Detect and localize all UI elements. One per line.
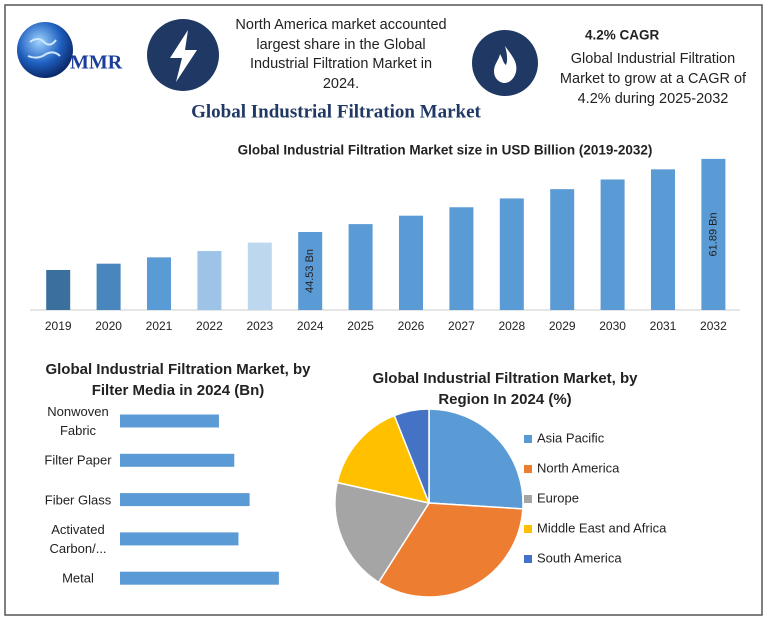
x-tick-label: 2020 — [95, 319, 122, 333]
icon-bolt — [170, 30, 197, 82]
x-tick-label: 2025 — [347, 319, 374, 333]
x-tick-label: 2019 — [45, 319, 72, 333]
y-tick-label: Nonwoven Fabric — [47, 404, 109, 438]
icon-circle — [472, 30, 538, 96]
x-tick-label: 2024 — [297, 319, 324, 333]
bar — [499, 198, 524, 310]
logo-text: MMR — [70, 52, 123, 74]
pie-slice — [336, 414, 431, 505]
value-label: 44.53 Bn — [304, 249, 316, 293]
bar — [120, 453, 235, 467]
bar — [197, 251, 222, 310]
note: North America market accounted largest s… — [235, 17, 447, 92]
x-tick-label: 2030 — [599, 319, 626, 333]
cagr-title: 4.2% CAGR — [585, 28, 660, 43]
bar — [550, 189, 575, 310]
legend-swatch — [524, 555, 532, 563]
page-title: Global Industrial Filtration Market — [191, 101, 481, 122]
y-tick-label: Filter Paper — [44, 452, 112, 468]
pie-slice — [334, 481, 431, 584]
legend-label: Asia Pacific — [537, 430, 605, 445]
bar — [600, 179, 625, 310]
legend-label: South America — [537, 550, 622, 565]
legend-swatch — [524, 465, 532, 473]
x-tick-label: 2031 — [650, 319, 677, 333]
chart-title: Global Industrial Filtration Market, by … — [372, 370, 638, 408]
legend-label: Middle East and Africa — [537, 520, 667, 535]
x-tick-label: 2027 — [448, 319, 475, 333]
logo-globe — [17, 22, 73, 78]
x-tick-label: 2032 — [700, 319, 727, 333]
legend-label: North America — [537, 460, 620, 475]
bar — [46, 270, 71, 310]
legend-swatch — [524, 495, 532, 503]
x-tick-label: 2023 — [246, 319, 273, 333]
icon-flame — [494, 46, 517, 83]
bar — [96, 263, 121, 310]
legend-swatch — [524, 435, 532, 443]
x-tick-label: 2028 — [498, 319, 525, 333]
bar — [701, 158, 726, 310]
bar — [120, 532, 239, 546]
bar — [298, 231, 323, 310]
chart-title: Global Industrial Filtration Market size… — [238, 143, 653, 158]
pie-slice — [428, 408, 524, 510]
frame — [4, 4, 763, 616]
legend-swatch — [524, 525, 532, 533]
bar — [651, 169, 675, 310]
bar — [120, 493, 250, 507]
x-tick-label: 2026 — [398, 319, 425, 333]
pie-slice — [393, 408, 430, 504]
y-tick-label: Fiber Glass — [44, 492, 112, 508]
legend-label: Europe — [537, 490, 579, 505]
value-label: 61.89 Bn — [707, 212, 719, 256]
x-tick-label: 2021 — [146, 319, 173, 333]
x-tick-label: 2022 — [196, 319, 223, 333]
bar — [147, 257, 171, 310]
cagr-text: Global Industrial Filtration Market to g… — [559, 51, 747, 107]
bar — [348, 224, 373, 310]
bar — [399, 215, 423, 310]
bar — [120, 571, 279, 585]
chart-title: Global Industrial Filtration Market, by … — [45, 361, 311, 399]
y-tick-label: Metal — [62, 570, 94, 586]
bar — [449, 207, 474, 310]
y-tick-label: Activated Carbon/... — [49, 521, 107, 556]
x-tick-label: 2029 — [549, 319, 576, 333]
bar — [120, 414, 219, 428]
logo-globe-lines — [27, 38, 61, 59]
bar — [247, 242, 272, 310]
